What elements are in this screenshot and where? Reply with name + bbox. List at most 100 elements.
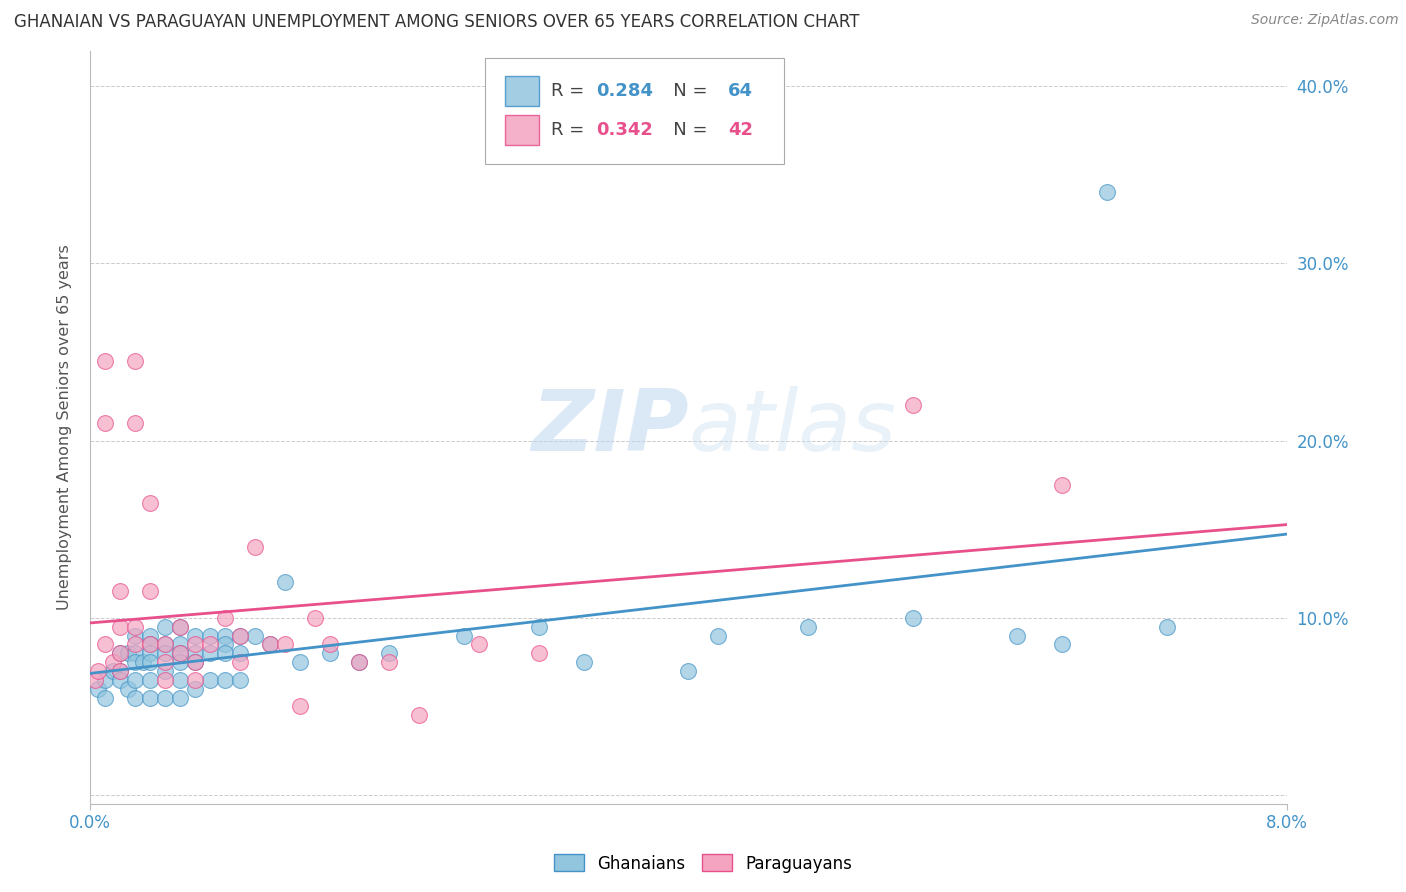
Point — [124, 655, 146, 669]
Point — [139, 690, 162, 705]
Point — [139, 584, 162, 599]
Point — [108, 620, 131, 634]
Point — [139, 629, 162, 643]
Text: N =: N = — [657, 81, 713, 100]
Point — [108, 646, 131, 660]
Point — [198, 637, 221, 651]
Point — [527, 646, 550, 660]
Point — [243, 540, 266, 554]
Point — [117, 646, 139, 660]
Point — [678, 664, 700, 678]
Point — [169, 646, 191, 660]
Point — [169, 690, 191, 705]
Point — [153, 673, 176, 687]
Point — [318, 637, 340, 651]
Point — [229, 673, 252, 687]
Point — [124, 629, 146, 643]
Point — [108, 646, 131, 660]
Point — [408, 708, 430, 723]
Point — [214, 646, 236, 660]
Point — [169, 620, 191, 634]
Text: 42: 42 — [728, 120, 752, 139]
Point — [184, 646, 207, 660]
Point — [214, 673, 236, 687]
Legend: Ghanaians, Paraguayans: Ghanaians, Paraguayans — [547, 847, 859, 880]
Point — [86, 681, 108, 696]
FancyBboxPatch shape — [505, 76, 538, 105]
Point — [139, 637, 162, 651]
Point — [1095, 186, 1118, 200]
Y-axis label: Unemployment Among Seniors over 65 years: Unemployment Among Seniors over 65 years — [58, 244, 72, 610]
Point — [94, 637, 117, 651]
Point — [108, 664, 131, 678]
Point — [139, 496, 162, 510]
Point — [153, 637, 176, 651]
Point — [184, 673, 207, 687]
Point — [184, 629, 207, 643]
Point — [304, 611, 326, 625]
Point — [94, 354, 117, 368]
Text: N =: N = — [657, 120, 713, 139]
Point — [273, 637, 295, 651]
Point — [797, 620, 820, 634]
Point — [229, 655, 252, 669]
Point — [169, 673, 191, 687]
Point — [198, 629, 221, 643]
Point — [1052, 637, 1074, 651]
Point — [214, 637, 236, 651]
Text: 64: 64 — [728, 81, 752, 100]
Text: GHANAIAN VS PARAGUAYAN UNEMPLOYMENT AMONG SENIORS OVER 65 YEARS CORRELATION CHAR: GHANAIAN VS PARAGUAYAN UNEMPLOYMENT AMON… — [14, 13, 859, 31]
Point — [259, 637, 281, 651]
Point — [1156, 620, 1178, 634]
Text: 0.342: 0.342 — [596, 120, 654, 139]
Point — [101, 664, 124, 678]
Point — [117, 681, 139, 696]
Point — [378, 646, 401, 660]
Point — [184, 655, 207, 669]
Text: 0.284: 0.284 — [596, 81, 654, 100]
Point — [169, 646, 191, 660]
Point — [94, 673, 117, 687]
Point — [349, 655, 371, 669]
Point — [124, 673, 146, 687]
Point — [83, 673, 105, 687]
Point — [214, 611, 236, 625]
Point — [453, 629, 475, 643]
Text: Source: ZipAtlas.com: Source: ZipAtlas.com — [1251, 13, 1399, 28]
Point — [139, 655, 162, 669]
Point — [153, 690, 176, 705]
Point — [94, 416, 117, 430]
Point — [124, 416, 146, 430]
Point — [198, 646, 221, 660]
Point — [101, 655, 124, 669]
Point — [229, 629, 252, 643]
Point — [214, 629, 236, 643]
Point — [124, 354, 146, 368]
Point — [527, 620, 550, 634]
Point — [124, 620, 146, 634]
FancyBboxPatch shape — [505, 115, 538, 145]
Point — [468, 637, 491, 651]
FancyBboxPatch shape — [485, 58, 785, 163]
Point — [229, 646, 252, 660]
Point — [1007, 629, 1029, 643]
Point — [153, 655, 176, 669]
Point — [572, 655, 595, 669]
Point — [153, 664, 176, 678]
Point — [184, 655, 207, 669]
Point — [198, 673, 221, 687]
Point — [108, 673, 131, 687]
Point — [153, 620, 176, 634]
Point — [153, 646, 176, 660]
Point — [139, 646, 162, 660]
Point — [288, 655, 311, 669]
Point — [169, 637, 191, 651]
Point — [901, 611, 924, 625]
Point — [273, 575, 295, 590]
Point — [349, 655, 371, 669]
Point — [169, 655, 191, 669]
Point — [124, 690, 146, 705]
Point — [86, 664, 108, 678]
Point — [153, 637, 176, 651]
Point — [901, 398, 924, 412]
